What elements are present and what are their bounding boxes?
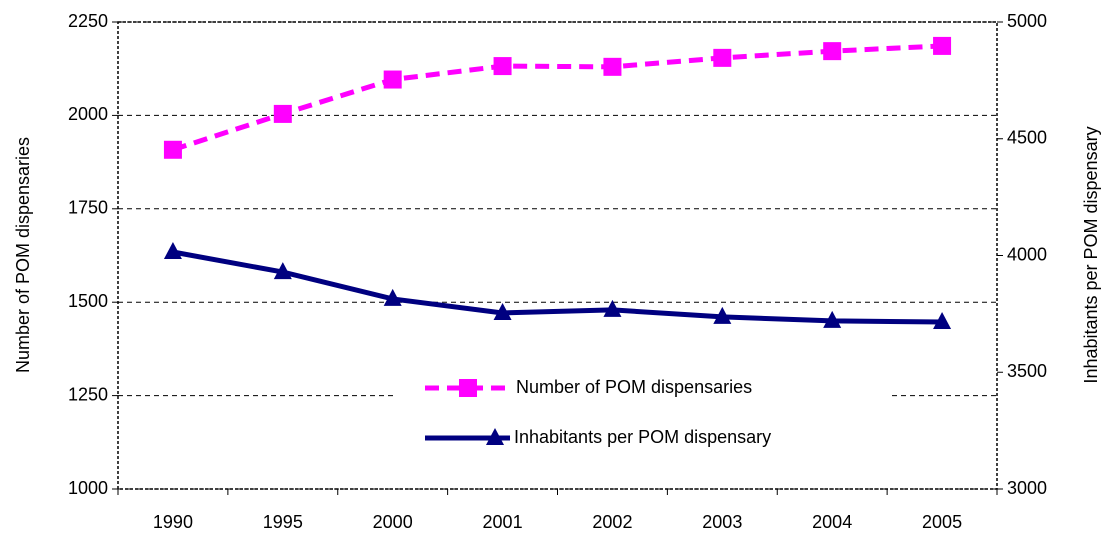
legend-label: Inhabitants per POM dispensary	[514, 427, 771, 447]
y2-axis-label: Inhabitants per POM dispensary	[1081, 126, 1101, 383]
marker	[603, 299, 622, 317]
series-line	[172, 249, 943, 325]
marker	[273, 262, 292, 280]
x-tick-label: 2001	[483, 512, 523, 532]
x-tick-label: 2004	[812, 512, 852, 532]
marker	[933, 312, 952, 330]
marker	[383, 288, 402, 306]
marker	[163, 241, 182, 259]
marker	[273, 104, 292, 123]
y2-tick-label: 3000	[1007, 478, 1047, 498]
x-tick-label: 2002	[592, 512, 632, 532]
y-tick-label: 2250	[68, 11, 108, 31]
legend-marker	[459, 379, 477, 397]
legend-box	[395, 365, 890, 465]
y-tick-label: 2000	[68, 104, 108, 124]
marker	[933, 36, 952, 55]
legend-marker	[486, 428, 504, 445]
y-tick-label: 1250	[68, 384, 108, 404]
marker	[383, 70, 402, 89]
y2-tick-label: 4500	[1007, 128, 1047, 148]
y-axis-label: Number of POM dispensaries	[13, 137, 33, 373]
x-tick-label: 1990	[153, 512, 193, 532]
legend-label: Number of POM dispensaries	[516, 377, 752, 397]
marker	[493, 302, 512, 320]
y2-tick-label: 4000	[1007, 244, 1047, 264]
x-tick-label: 2000	[373, 512, 413, 532]
marker	[823, 310, 842, 328]
marker	[823, 42, 842, 61]
marker	[603, 57, 622, 76]
y2-tick-label: 3500	[1007, 361, 1047, 381]
y-tick-label: 1500	[68, 291, 108, 311]
marker	[713, 48, 732, 67]
x-tick-label: 2003	[702, 512, 742, 532]
marker	[493, 57, 512, 76]
y-tick-label: 1750	[68, 198, 108, 218]
marker	[163, 140, 182, 159]
y-tick-label: 1000	[68, 478, 108, 498]
marker	[713, 306, 732, 324]
series-line	[172, 43, 943, 153]
y2-tick-label: 5000	[1007, 11, 1047, 31]
x-tick-label: 1995	[263, 512, 303, 532]
x-tick-label: 2005	[922, 512, 962, 532]
